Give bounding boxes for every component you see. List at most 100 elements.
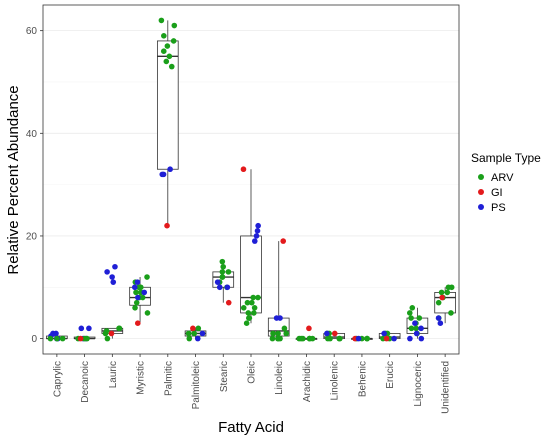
data-point-ps (254, 228, 261, 234)
y-tick-label: 20 (26, 231, 38, 242)
data-point-arv (275, 335, 282, 342)
data-point-arv (158, 17, 165, 24)
data-point-ps (435, 315, 442, 321)
x-tick-label: Lauric (108, 361, 119, 388)
y-tick-label: 40 (26, 129, 38, 140)
data-point-arv (250, 294, 256, 301)
data-point-arv (163, 58, 170, 65)
data-point-arv (325, 335, 331, 342)
data-point-ps (324, 330, 330, 337)
data-point-arv (245, 310, 252, 316)
data-point-arv (246, 315, 253, 321)
data-point-arv (306, 335, 313, 342)
data-point-arv (144, 310, 151, 316)
data-point-arv (144, 274, 150, 280)
x-tick-label: Decanoic (80, 361, 91, 403)
data-point-arv (249, 299, 255, 306)
data-point-arv (170, 38, 177, 44)
data-point-ps (437, 320, 444, 327)
data-point-arv (435, 299, 442, 306)
data-point-gi (225, 299, 232, 306)
data-point-arv (161, 32, 167, 39)
data-point-gi (77, 335, 84, 342)
data-point-ps (418, 325, 424, 332)
x-tick-label: Arachidic (302, 361, 313, 402)
data-point-ps (418, 335, 425, 342)
data-point-ps (251, 238, 258, 244)
data-point-arv (219, 258, 226, 265)
data-point-ps (199, 330, 206, 337)
legend-label-arv: ARV (491, 172, 514, 184)
data-point-ps (216, 284, 223, 291)
data-point-ps (355, 335, 362, 342)
x-axis-title: Fatty Acid (218, 419, 284, 436)
data-point-gi (240, 166, 247, 173)
data-point-ps (160, 171, 167, 178)
data-point-arv (59, 335, 66, 342)
data-point-arv (164, 43, 171, 49)
data-point-arv (444, 289, 451, 296)
x-tick-label: Palmitoleic (191, 361, 202, 409)
data-point-gi (383, 335, 390, 342)
data-point-arv (132, 305, 138, 311)
data-point-ps (224, 284, 231, 291)
data-point-arv (133, 289, 139, 296)
data-point-arv (195, 325, 202, 332)
data-point-ps (214, 279, 221, 285)
data-point-gi (439, 294, 445, 301)
box-layer (46, 20, 456, 340)
data-point-arv (219, 274, 226, 280)
data-point-ps (194, 335, 201, 342)
data-point-arv (406, 310, 413, 316)
y-axis: 0 20 40 60 (26, 26, 43, 345)
data-point-ps (110, 279, 117, 285)
data-point-gi (108, 330, 115, 337)
data-point-arv (283, 330, 290, 337)
legend-label-ps: PS (491, 202, 506, 214)
data-point-ps (141, 289, 148, 296)
data-point-arv (270, 330, 276, 337)
data-point-arv (47, 335, 54, 342)
data-point-arv (219, 269, 226, 275)
data-point-arv (445, 284, 452, 291)
data-point-gi (331, 330, 338, 337)
data-point-arv (251, 310, 257, 316)
data-point-arv (244, 299, 251, 306)
x-tick-label: Myristic (136, 361, 147, 395)
x-tick-label: Oleic (247, 361, 258, 384)
data-point-arv (103, 328, 110, 334)
data-point-ps (112, 263, 118, 270)
data-point-arv (81, 335, 88, 342)
data-point-ps (53, 330, 59, 337)
x-tick-label: Stearic (219, 361, 230, 392)
data-point-ps (134, 279, 141, 285)
data-point-arv (416, 315, 423, 321)
data-point-arv (54, 335, 60, 342)
data-point-gi (164, 222, 170, 229)
data-point-arv (298, 335, 304, 342)
data-point-arv (255, 294, 261, 301)
data-point-ps (391, 335, 397, 342)
data-point-ps (78, 325, 85, 332)
data-point-ps (86, 325, 92, 332)
data-point-ps (413, 330, 420, 337)
data-point-arv (269, 335, 276, 342)
x-tick-label: Erucic (385, 361, 396, 389)
y-tick-label: 0 (31, 334, 37, 345)
x-tick-label: Unidentified (441, 361, 452, 414)
data-point-ps (131, 284, 138, 291)
y-axis-title: Relative Percent Abundance (5, 85, 22, 274)
data-point-arv (240, 305, 247, 311)
legend-key-arv (478, 174, 484, 180)
x-axis: Caprylic Decanoic Lauric Myristic Palmitic Pa… (52, 354, 452, 414)
legend-title: Sample Type (471, 151, 541, 165)
data-point-arv (408, 325, 415, 332)
data-point-arv (220, 263, 227, 270)
data-point-arv (413, 325, 419, 332)
data-point-arv (104, 335, 111, 342)
data-point-arv (137, 284, 144, 291)
data-point-gi (280, 238, 287, 244)
x-tick-label: Palmitic (163, 361, 174, 396)
data-point-arv (409, 305, 416, 311)
